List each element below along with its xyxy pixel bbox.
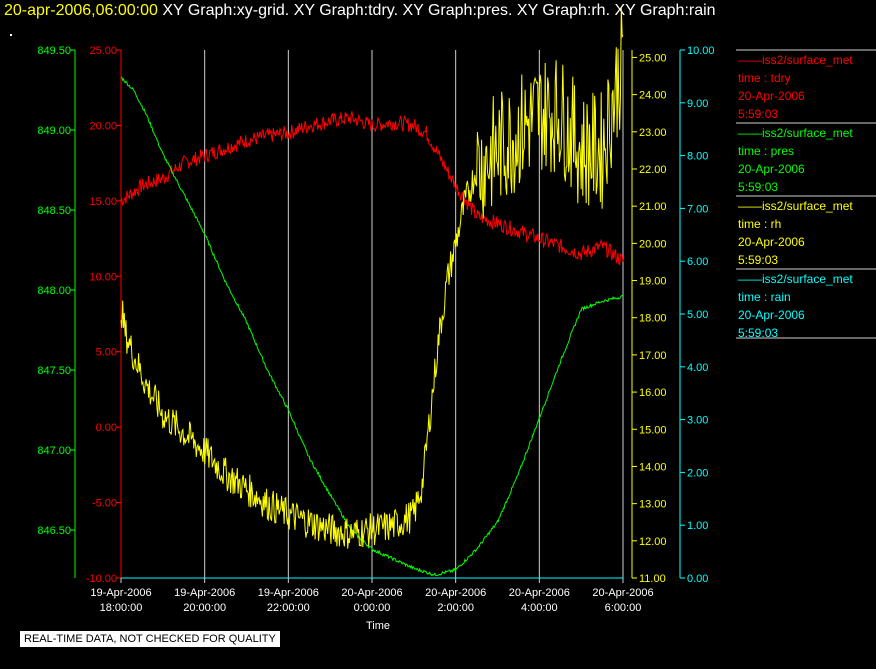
- chart-header: 20-apr-2006,06:00:00 XY Graph:xy-grid. X…: [4, 2, 716, 20]
- rh-tick-label-10: 21.00: [639, 201, 667, 213]
- rain-tick-label-7: 7.00: [687, 203, 708, 215]
- quality-notice: REAL-TIME DATA, NOT CHECKED FOR QUALITY: [20, 631, 280, 647]
- legend-name-rh: ——iss2/surface_met: [738, 199, 853, 213]
- pres-tick-label-2: 847.50: [37, 365, 71, 377]
- x-tick-label-date-6: 20-Apr-2006: [592, 587, 653, 599]
- legend-name-rain: ——iss2/surface_met: [738, 272, 853, 286]
- legend-clock-tdry: 5:59:03: [738, 107, 778, 121]
- rain-tick-label-5: 5.00: [687, 309, 708, 321]
- rh-series-line: [120, 6, 624, 549]
- rain-tick-label-8: 8.00: [687, 151, 708, 163]
- tdry-series-line: [120, 111, 624, 266]
- legend-name-tdry: ——iss2/surface_met: [738, 53, 853, 67]
- rain-tick-label-0: 0.00: [687, 573, 708, 585]
- rh-tick-label-4: 15.00: [639, 424, 667, 436]
- x-tick-label-date-0: 19-Apr-2006: [90, 587, 151, 599]
- tdry-tick-label-2: 0.00: [96, 422, 117, 434]
- x-tick-label-date-1: 19-Apr-2006: [174, 587, 235, 599]
- pres-tick-label-1: 847.00: [37, 445, 71, 457]
- header-date: 20-apr-2006,06:00:00: [4, 2, 158, 19]
- rh-tick-label-8: 19.00: [639, 276, 667, 288]
- x-tick-label-date-3: 20-Apr-2006: [341, 587, 402, 599]
- rh-tick-label-6: 17.00: [639, 350, 667, 362]
- legend-time-label-pres: time : pres: [738, 144, 794, 158]
- tdry-tick-label-6: 20.00: [89, 120, 117, 132]
- rain-tick-label-6: 6.00: [687, 256, 708, 268]
- header-title-grid: XY Graph:xy-grid.: [162, 2, 290, 19]
- legend-date-rh: 20-Apr-2006: [738, 235, 805, 249]
- legend-date-tdry: 20-Apr-2006: [738, 89, 805, 103]
- rh-tick-label-5: 16.00: [639, 387, 667, 399]
- rain-tick-label-9: 9.00: [687, 98, 708, 110]
- pres-tick-label-5: 849.00: [37, 125, 71, 137]
- x-tick-label-time-5: 4:00:00: [521, 602, 558, 614]
- rh-tick-label-0: 11.00: [639, 573, 666, 585]
- x-tick-label-date-4: 20-Apr-2006: [425, 587, 486, 599]
- legend-clock-pres: 5:59:03: [738, 180, 778, 194]
- tdry-tick-label-4: 10.00: [89, 271, 117, 283]
- x-tick-label-date-5: 20-Apr-2006: [509, 587, 570, 599]
- pres-series-line: [120, 76, 623, 577]
- x-tick-label-time-1: 20:00:00: [183, 602, 226, 614]
- x-tick-label-time-2: 22:00:00: [267, 602, 310, 614]
- x-tick-label-time-0: 18:00:00: [100, 602, 143, 614]
- legend-clock-rh: 5:59:03: [738, 253, 778, 267]
- x-axis-label: Time: [366, 620, 390, 632]
- rh-tick-label-7: 18.00: [639, 313, 667, 325]
- x-tick-label-date-2: 19-Apr-2006: [258, 587, 319, 599]
- rh-tick-label-1: 12.00: [639, 536, 667, 548]
- pres-tick-label-4: 848.50: [37, 205, 71, 217]
- rh-tick-label-11: 22.00: [639, 164, 667, 176]
- pres-tick-label-6: 849.50: [37, 45, 71, 57]
- rain-tick-label-3: 3.00: [687, 415, 708, 427]
- rh-tick-label-2: 13.00: [639, 499, 667, 511]
- x-tick-label-time-3: 0:00:00: [354, 602, 391, 614]
- header-title-rain: XY Graph:rain: [614, 2, 716, 19]
- legend-clock-rain: 5:59:03: [738, 326, 778, 340]
- rain-tick-label-2: 2.00: [687, 467, 708, 479]
- rain-tick-label-4: 4.00: [687, 362, 708, 374]
- legend-date-pres: 20-Apr-2006: [738, 162, 805, 176]
- rh-tick-label-14: 25.00: [639, 52, 667, 64]
- tdry-tick-label-5: 15.00: [89, 196, 117, 208]
- rh-tick-label-9: 20.00: [639, 238, 667, 250]
- header-title-rh: XY Graph:rh.: [516, 2, 611, 19]
- grid: [120, 50, 624, 578]
- legend-time-label-tdry: time : tdry: [738, 71, 791, 85]
- pres-tick-label-0: 846.50: [37, 525, 71, 537]
- x-tick-label-time-4: 2:00:00: [437, 602, 474, 614]
- axes: 846.50 847.00 847.50 848.00 848.50 849.00 849.…: [37, 45, 714, 585]
- x-ticks: 19-Apr-2006 18:00:00 19-Apr-2006 20:00:00 19…: [90, 578, 654, 614]
- legend-name-pres: ——iss2/surface_met: [738, 126, 853, 140]
- legend-time-label-rain: time : rain: [738, 290, 791, 304]
- rain-tick-label-10: 10.00: [687, 45, 715, 57]
- tdry-tick-label-0: -10.00: [86, 573, 117, 585]
- pres-tick-label-3: 848.00: [37, 285, 71, 297]
- header-title-pres: XY Graph:pres.: [402, 2, 513, 19]
- rain-tick-label-1: 1.00: [687, 520, 708, 532]
- tdry-tick-label-7: 25.00: [89, 45, 117, 57]
- header-title-tdry: XY Graph:tdry.: [293, 2, 399, 19]
- tdry-tick-label-1: -5.00: [92, 498, 117, 510]
- legend-date-rain: 20-Apr-2006: [738, 308, 805, 322]
- rh-tick-label-12: 23.00: [639, 127, 667, 139]
- stray-dot: [10, 34, 12, 36]
- x-tick-label-time-6: 6:00:00: [605, 602, 642, 614]
- legend-time-label-rh: time : rh: [738, 217, 781, 231]
- rh-tick-label-3: 14.00: [639, 461, 667, 473]
- rh-tick-label-13: 24.00: [639, 90, 667, 102]
- tdry-tick-label-3: 5.00: [96, 347, 117, 359]
